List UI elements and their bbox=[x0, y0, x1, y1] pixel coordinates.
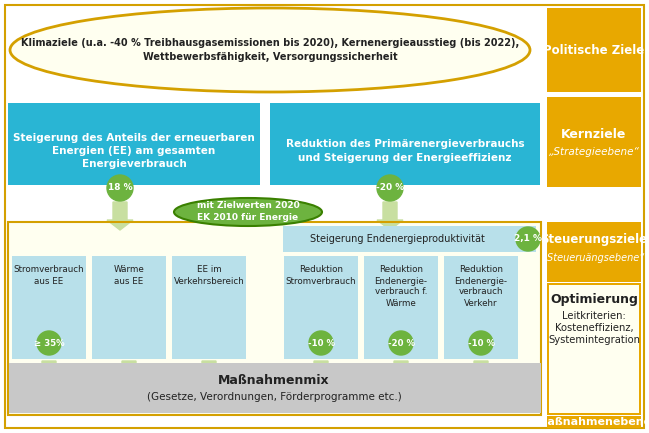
Polygon shape bbox=[388, 361, 414, 389]
Text: Klimaziele (u.a. -40 % Treibhausgasemissionen bis 2020), Kernenergieausstieg (bi: Klimaziele (u.a. -40 % Treibhausgasemiss… bbox=[21, 38, 519, 48]
Text: ≥ 35%: ≥ 35% bbox=[34, 339, 64, 348]
FancyBboxPatch shape bbox=[547, 416, 641, 428]
Text: Energieverbrauch: Energieverbrauch bbox=[82, 159, 186, 169]
Text: Reduktion: Reduktion bbox=[459, 265, 503, 275]
Text: „Maßnahmenebene“: „Maßnahmenebene“ bbox=[529, 417, 649, 427]
Text: Endenergie-: Endenergie- bbox=[454, 277, 508, 285]
Text: aus EE: aus EE bbox=[34, 277, 64, 285]
Circle shape bbox=[469, 331, 493, 355]
FancyBboxPatch shape bbox=[444, 256, 518, 359]
FancyBboxPatch shape bbox=[8, 222, 541, 415]
Text: Verkehr: Verkehr bbox=[464, 298, 498, 307]
Text: und Steigerung der Energieeffizienz: und Steigerung der Energieeffizienz bbox=[299, 153, 512, 163]
FancyBboxPatch shape bbox=[8, 103, 260, 185]
Text: -20 %: -20 % bbox=[387, 339, 415, 348]
Text: „Steueruängsebene“: „Steueruängsebene“ bbox=[543, 253, 645, 263]
Text: Kernziele: Kernziele bbox=[561, 129, 627, 142]
FancyBboxPatch shape bbox=[549, 285, 639, 413]
Text: 18 %: 18 % bbox=[108, 184, 132, 193]
Text: EK 2010 für Energie: EK 2010 für Energie bbox=[197, 213, 299, 223]
Text: mit Zielwerten 2020: mit Zielwerten 2020 bbox=[197, 201, 299, 210]
Text: Politische Ziele: Politische Ziele bbox=[543, 43, 644, 56]
FancyBboxPatch shape bbox=[9, 363, 541, 413]
Polygon shape bbox=[308, 361, 334, 389]
Circle shape bbox=[37, 331, 61, 355]
Text: Wärme: Wärme bbox=[114, 265, 144, 275]
Ellipse shape bbox=[10, 8, 530, 92]
Text: EE im: EE im bbox=[197, 265, 221, 275]
Text: 2,1 %: 2,1 % bbox=[514, 235, 542, 243]
Circle shape bbox=[389, 331, 413, 355]
Text: -10 %: -10 % bbox=[467, 339, 495, 348]
Ellipse shape bbox=[174, 198, 322, 226]
Circle shape bbox=[107, 175, 133, 201]
Text: Reduktion des Primärenergieverbrauchs: Reduktion des Primärenergieverbrauchs bbox=[286, 139, 524, 149]
Text: Reduktion: Reduktion bbox=[379, 265, 423, 275]
Text: Stromverbrauch: Stromverbrauch bbox=[286, 277, 356, 285]
Text: Optimierung: Optimierung bbox=[550, 294, 638, 307]
Text: -20 %: -20 % bbox=[376, 184, 404, 193]
Text: Energien (EE) am gesamten: Energien (EE) am gesamten bbox=[53, 146, 215, 156]
Polygon shape bbox=[36, 361, 62, 389]
FancyBboxPatch shape bbox=[547, 283, 641, 415]
Text: verbrauch: verbrauch bbox=[459, 288, 503, 297]
Text: Endenergie-: Endenergie- bbox=[374, 277, 428, 285]
Text: Wärme: Wärme bbox=[386, 298, 417, 307]
Text: Steuerungsziele: Steuerungsziele bbox=[541, 233, 648, 246]
Polygon shape bbox=[468, 361, 494, 389]
FancyBboxPatch shape bbox=[547, 97, 641, 187]
FancyBboxPatch shape bbox=[284, 256, 358, 359]
Text: Steigerung des Anteils der erneuerbaren: Steigerung des Anteils der erneuerbaren bbox=[13, 133, 255, 143]
FancyBboxPatch shape bbox=[270, 103, 540, 185]
Text: Maßnahmenmix: Maßnahmenmix bbox=[218, 375, 330, 388]
Circle shape bbox=[377, 175, 403, 201]
Circle shape bbox=[516, 227, 540, 251]
FancyBboxPatch shape bbox=[12, 256, 86, 359]
Text: -10 %: -10 % bbox=[308, 339, 334, 348]
Polygon shape bbox=[196, 361, 222, 389]
Polygon shape bbox=[377, 202, 403, 230]
Text: Leitkriterien:
Kosteneffizienz,
Systemintegration: Leitkriterien: Kosteneffizienz, Systemin… bbox=[548, 311, 640, 345]
Polygon shape bbox=[116, 361, 142, 389]
FancyBboxPatch shape bbox=[172, 256, 246, 359]
Text: Verkehrsbereich: Verkehrsbereich bbox=[174, 277, 245, 285]
Bar bbox=[8, 222, 541, 415]
Text: „Strategieebene“: „Strategieebene“ bbox=[548, 147, 639, 157]
Circle shape bbox=[309, 331, 333, 355]
FancyBboxPatch shape bbox=[547, 8, 641, 92]
Text: Reduktion: Reduktion bbox=[299, 265, 343, 275]
FancyBboxPatch shape bbox=[283, 226, 536, 252]
Polygon shape bbox=[107, 202, 133, 230]
FancyBboxPatch shape bbox=[364, 256, 438, 359]
Text: verbrauch f.: verbrauch f. bbox=[375, 288, 427, 297]
Text: aus EE: aus EE bbox=[114, 277, 143, 285]
Text: Stromverbrauch: Stromverbrauch bbox=[14, 265, 84, 275]
FancyBboxPatch shape bbox=[92, 256, 166, 359]
Text: (Gesetze, Verordnungen, Förderprogramme etc.): (Gesetze, Verordnungen, Förderprogramme … bbox=[147, 392, 401, 402]
Text: Steigerung Endenergieproduktivität: Steigerung Endenergieproduktivität bbox=[310, 234, 485, 244]
Text: Wettbewerbsfähigkeit, Versorgungssicherheit: Wettbewerbsfähigkeit, Versorgungssicherh… bbox=[143, 52, 397, 62]
FancyBboxPatch shape bbox=[547, 222, 641, 282]
